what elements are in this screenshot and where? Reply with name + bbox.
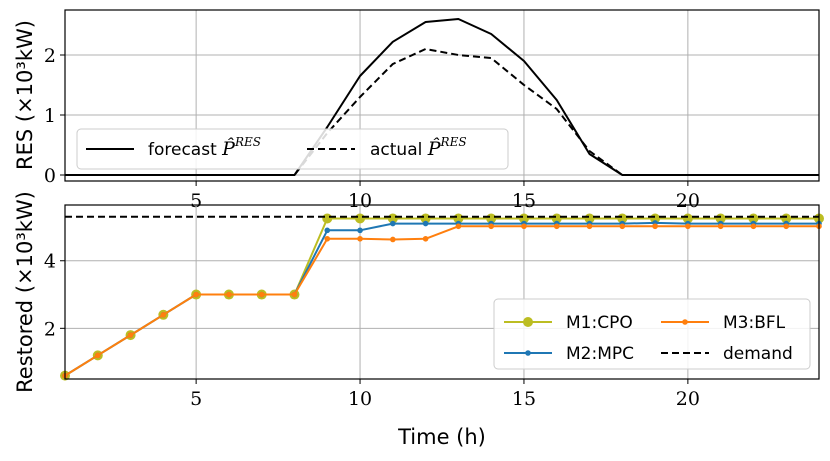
res-ticks: 5 10 15 20 0 1 2: [44, 45, 700, 212]
restored-xtick-label-5: 5: [190, 388, 202, 410]
restored-ylabel: Restored (×10³kW): [13, 191, 37, 393]
restored-series-2-point-5: [193, 291, 199, 298]
restored-series-2-point-6: [226, 291, 232, 298]
restored-series-2-point-23: [783, 223, 790, 230]
restored-series-0-point-9: [322, 213, 333, 224]
restored-series-1-point-12: [422, 220, 429, 227]
res-axes-frame: [64, 9, 820, 182]
restored-series-2-point-12: [422, 235, 429, 242]
res-ytick-label-1: 1: [44, 105, 56, 127]
res-xtick-label-20: 20: [676, 190, 700, 212]
restored-series-2-point-11: [390, 236, 396, 243]
restored-series-1-point-11: [390, 220, 396, 227]
restored-series-2-point-3: [127, 332, 134, 338]
restored-axes-frame: [64, 204, 820, 380]
restored-series-lines: [60, 213, 824, 381]
restored-series-2-point-15: [521, 223, 527, 230]
restored-series-2-point-22: [750, 223, 757, 230]
restored-series-2-point-13: [455, 223, 462, 230]
res-legend: forecast P̂RES actual P̂RES: [76, 128, 509, 170]
restored-series-2-point-17: [586, 223, 593, 230]
restored-legend-label-1: M2:MPC: [566, 344, 634, 364]
res-ytick-label-2: 2: [44, 45, 56, 67]
restored-series-2-point-8: [291, 291, 298, 298]
restored-ytick-label-4: 4: [44, 251, 56, 273]
restored-legend-marker-0: [523, 317, 533, 327]
res-panel: 5 10 15 20 0 1 2 RES (×10³kW) forecast P̂RES ac…: [13, 9, 820, 212]
res-legend-label-0: forecast P̂RES: [148, 135, 261, 160]
res-legend-box: [76, 128, 509, 170]
restored-series-2-point-20: [685, 223, 691, 230]
restored-legend-box: [493, 298, 811, 370]
restored-legend-label-0: M1:CPO: [566, 313, 633, 333]
restored-series-2-point-21: [717, 223, 724, 230]
restored-series-2-point-4: [160, 312, 167, 318]
restored-series-2-point-2: [94, 352, 101, 359]
restored-series-0-point-10: [355, 213, 366, 224]
restored-xtick-label-15: 15: [512, 388, 536, 410]
restored-ytick-label-2: 2: [44, 318, 56, 340]
restored-legend-label-2: M3:BFL: [723, 313, 786, 333]
restored-series-2-line: [64, 225, 819, 377]
restored-series-2-point-14: [488, 223, 494, 230]
restored-series-2-point-18: [619, 223, 626, 230]
restored-series-1-point-9: [324, 227, 331, 234]
res-series-1-line: [65, 48, 819, 176]
restored-series-2-point-10: [357, 235, 363, 242]
res-xtick-label-10: 10: [348, 190, 372, 212]
res-xtick-label-5: 5: [190, 190, 202, 212]
restored-legend-label-3: demand: [723, 344, 793, 364]
res-xtick-label-15: 15: [512, 190, 536, 212]
restored-series-2-point-7: [258, 291, 265, 298]
restored-series-2-point-9: [324, 235, 331, 242]
restored-series-1-point-10: [357, 227, 363, 234]
restored-legend-marker-2: [682, 319, 688, 325]
res-series-lines: [65, 18, 819, 176]
restored-legend-marker-1: [525, 350, 531, 356]
res-ytick-label-0: 0: [44, 165, 56, 187]
time-xlabel: Time (h): [397, 425, 486, 449]
restored-legend: M1:CPO M2:MPC M3:BFL demand: [493, 298, 811, 370]
res-ylabel: RES (×10³kW): [13, 20, 37, 170]
restored-xtick-label-10: 10: [348, 388, 372, 410]
restored-series-2-point-19: [652, 223, 658, 230]
restored-series-2-point-16: [553, 223, 560, 230]
restored-ticks: 5 10 15 20 2 4: [44, 251, 700, 410]
restored-xtick-label-20: 20: [676, 388, 700, 410]
res-legend-label-1: actual P̂RES: [370, 135, 467, 160]
restored-panel: 5 10 15 20 2 4 Restored (×10³kW) Time (h) M1:…: [13, 191, 824, 449]
